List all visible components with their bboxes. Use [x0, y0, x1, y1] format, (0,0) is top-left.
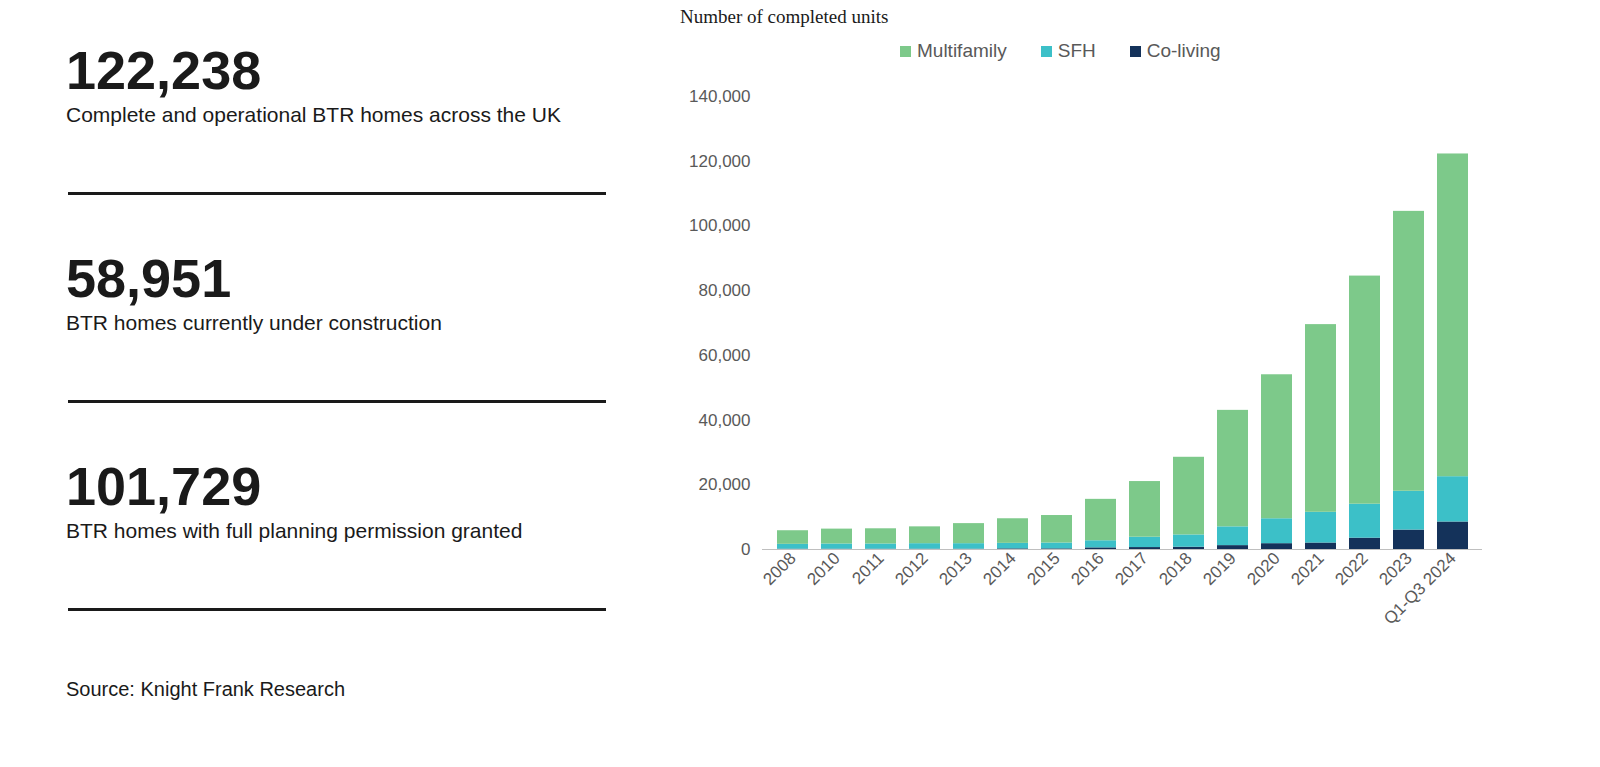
svg-text:2008: 2008: [759, 549, 799, 589]
svg-text:2021: 2021: [1287, 549, 1327, 589]
svg-text:60,000: 60,000: [699, 346, 751, 365]
svg-text:0: 0: [741, 540, 750, 559]
html-text:Co-living: Co-living: [1146, 40, 1221, 61]
svg-text:2014: 2014: [979, 549, 1019, 589]
html-text:122,238: 122,238: [66, 40, 262, 100]
html-text:BTR homes with full planning p: BTR homes with full planning permission …: [66, 519, 523, 542]
svg-text:120,000: 120,000: [689, 152, 750, 171]
svg-text:2012: 2012: [891, 549, 931, 589]
svg-text:2020: 2020: [1243, 549, 1283, 589]
html-text:Number of completed units: Number of completed units: [680, 6, 889, 27]
svg-text:40,000: 40,000: [699, 411, 751, 430]
svg-text:2015: 2015: [1023, 549, 1063, 589]
svg-text:2010: 2010: [803, 549, 843, 589]
svg-text:2019: 2019: [1199, 549, 1239, 589]
svg-text:20,000: 20,000: [699, 475, 751, 494]
svg-text:Q1-Q3 2024: Q1-Q3 2024: [1380, 549, 1460, 629]
html-text:SFH: SFH: [1057, 40, 1096, 61]
svg-text:2023: 2023: [1375, 549, 1415, 589]
html-text:Multifamily: Multifamily: [917, 40, 1007, 61]
svg-text:80,000: 80,000: [699, 281, 751, 300]
svg-text:2013: 2013: [935, 549, 975, 589]
html-text:58,951: 58,951: [66, 248, 232, 308]
svg-text:2017: 2017: [1111, 549, 1151, 589]
html-text:BTR homes currently under cons: BTR homes currently under construction: [66, 311, 442, 334]
svg-text:100,000: 100,000: [689, 216, 750, 235]
svg-text:2018: 2018: [1155, 549, 1195, 589]
svg-text:140,000: 140,000: [689, 87, 750, 106]
html-text:Source: Knight Frank Research: Source: Knight Frank Research: [66, 678, 345, 700]
html-text:101,729: 101,729: [66, 456, 262, 516]
svg-text:2022: 2022: [1331, 549, 1371, 589]
html-text:Complete and operational BTR h: Complete and operational BTR homes acros…: [66, 103, 561, 126]
svg-text:2016: 2016: [1067, 549, 1107, 589]
svg-text:2011: 2011: [848, 549, 887, 588]
